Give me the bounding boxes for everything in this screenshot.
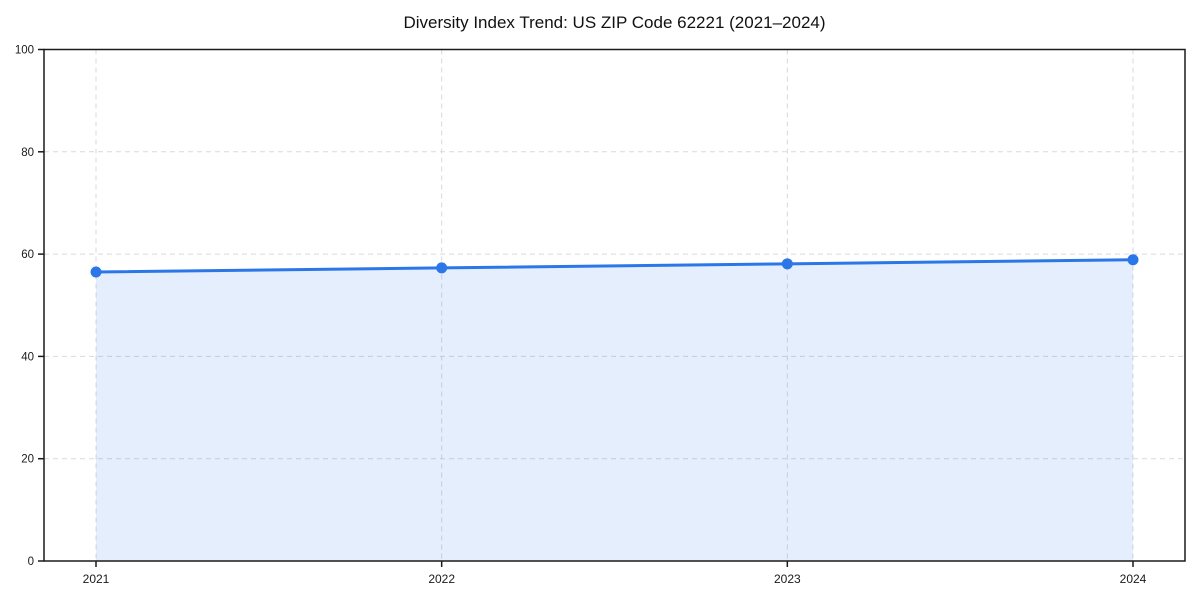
data-point-marker <box>781 258 793 270</box>
trend-line <box>94 258 1135 274</box>
y-tick-label: 0 <box>28 556 34 568</box>
y-tick-label: 100 <box>15 45 34 57</box>
area-fill <box>96 259 1133 561</box>
x-tick-label: 2021 <box>83 572 110 586</box>
data-point-marker <box>90 266 102 278</box>
x-tick-label: 2024 <box>1120 572 1147 586</box>
data-point-marker <box>1127 254 1139 266</box>
y-tick-label: 60 <box>21 249 34 261</box>
x-tick-label: 2023 <box>774 572 801 586</box>
x-tick-label: 2022 <box>428 572 455 586</box>
y-tick-label: 20 <box>21 454 34 466</box>
y-tick-label: 80 <box>21 147 34 159</box>
y-tick-label: 40 <box>21 351 34 363</box>
plot-border <box>43 48 1186 562</box>
chart-title: Diversity Index Trend: US ZIP Code 62221… <box>403 13 826 32</box>
data-point-marker <box>436 262 448 274</box>
